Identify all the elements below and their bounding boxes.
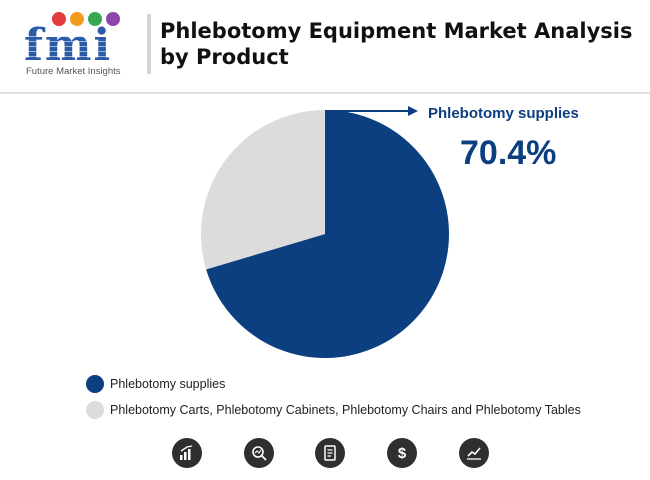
logo-dot [52,12,66,26]
logo-dot [70,12,84,26]
magnifier-chart-icon [244,438,274,468]
bar-growth-icon [172,438,202,468]
pie-slice-1 [201,110,325,270]
legend-item-carts: Phlebotomy Carts, Phlebotomy Cabinets, P… [86,398,581,422]
legend: Phlebotomy supplies Phlebotomy Carts, Ph… [86,372,581,424]
header: fmi Future Market Insights Phlebotomy Eq… [0,0,650,92]
logo-dot [106,12,120,26]
legend-item-supplies: Phlebotomy supplies [86,372,581,396]
logo-dots [52,12,124,28]
legend-label: Phlebotomy supplies [110,377,226,391]
logo-dot [88,12,102,26]
callout-label: Phlebotomy supplies [428,105,579,122]
pie-slice-0 [206,110,449,358]
document-icon [315,438,345,468]
legend-label: Phlebotomy Carts, Phlebotomy Cabinets, P… [110,403,581,417]
logo-stripes [20,32,136,66]
logo-tagline: Future Market Insights [26,66,121,77]
callout-value: 70.4% [460,134,557,172]
chart-title: Phlebotomy Equipment Market Analysis by … [160,19,633,69]
line-trend-icon [459,438,489,468]
header-rule [0,92,650,94]
fmi-logo: fmi Future Market Insights [20,12,140,78]
legend-swatch [86,375,104,393]
dollar-icon: $ [387,438,417,468]
header-divider [147,14,151,74]
pie-svg [201,106,449,358]
callout-arrowhead [408,106,418,116]
footer-icons: $ [0,432,650,472]
pie-chart [0,96,650,366]
legend-swatch [86,401,104,419]
